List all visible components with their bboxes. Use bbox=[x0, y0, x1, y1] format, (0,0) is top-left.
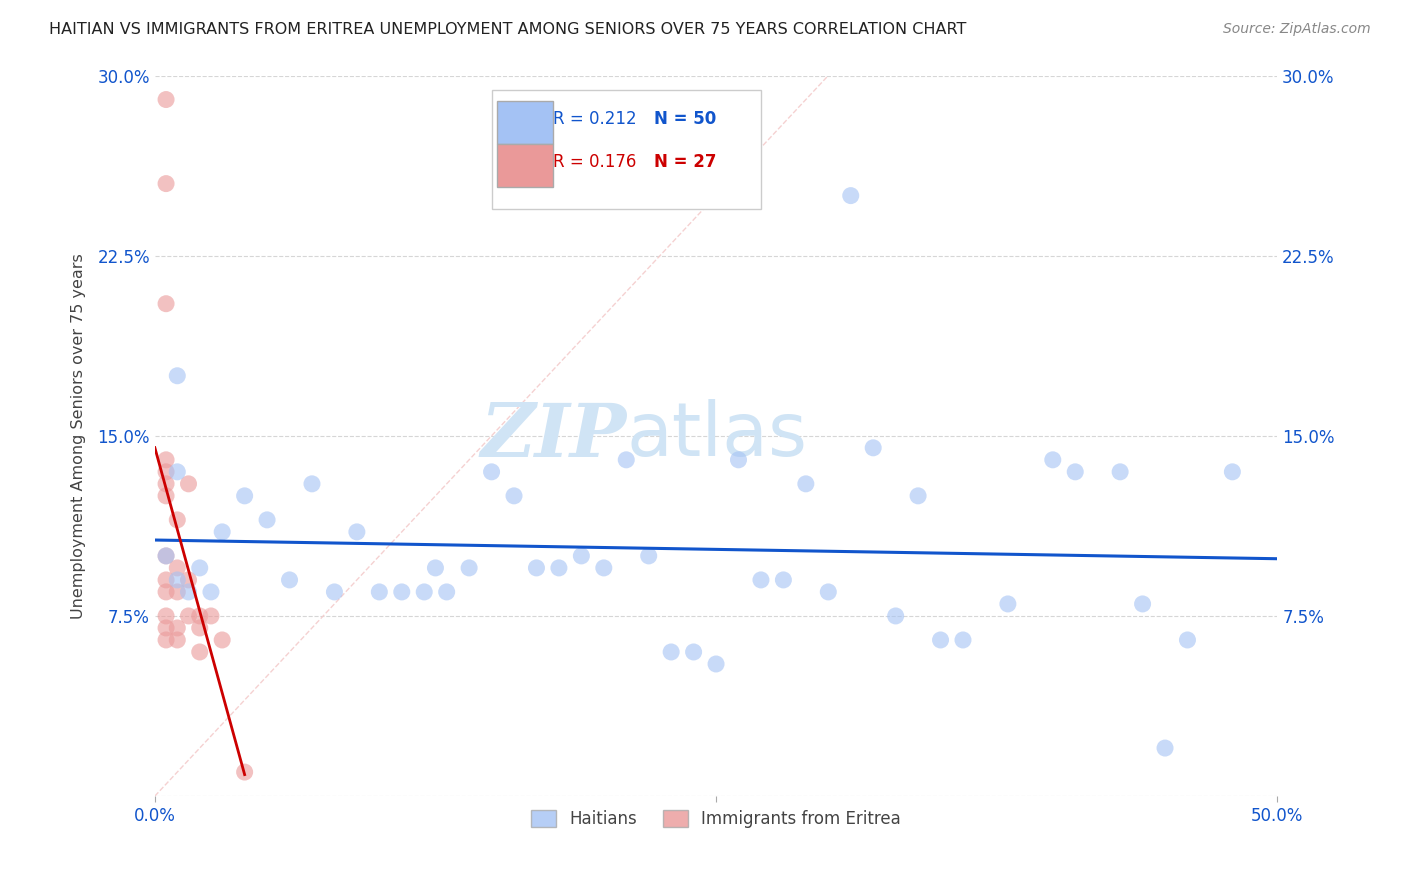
Point bbox=[817, 585, 839, 599]
Point bbox=[166, 561, 188, 575]
Point bbox=[211, 632, 233, 647]
Point bbox=[166, 368, 188, 383]
Point bbox=[391, 585, 413, 599]
Point bbox=[155, 489, 177, 503]
FancyBboxPatch shape bbox=[498, 101, 554, 144]
Point bbox=[200, 609, 222, 624]
Point bbox=[166, 632, 188, 647]
Point bbox=[548, 561, 571, 575]
Point bbox=[188, 645, 211, 659]
Point bbox=[177, 573, 200, 587]
Point bbox=[1154, 741, 1177, 756]
Point bbox=[569, 549, 592, 563]
Point bbox=[346, 524, 368, 539]
Point bbox=[155, 549, 177, 563]
FancyBboxPatch shape bbox=[498, 144, 554, 187]
Point bbox=[155, 573, 177, 587]
Point bbox=[155, 632, 177, 647]
Point bbox=[155, 93, 177, 107]
Point bbox=[413, 585, 436, 599]
Point bbox=[278, 573, 301, 587]
Point bbox=[592, 561, 614, 575]
Point bbox=[1222, 465, 1244, 479]
Point bbox=[166, 585, 188, 599]
Point bbox=[166, 465, 188, 479]
Point bbox=[1132, 597, 1154, 611]
Point bbox=[436, 585, 458, 599]
Point bbox=[526, 561, 548, 575]
Text: ZIP: ZIP bbox=[479, 400, 626, 472]
Point bbox=[188, 561, 211, 575]
Point bbox=[929, 632, 952, 647]
Point bbox=[301, 476, 323, 491]
Point bbox=[256, 513, 278, 527]
Point bbox=[1064, 465, 1087, 479]
Point bbox=[997, 597, 1019, 611]
Point bbox=[952, 632, 974, 647]
Point bbox=[233, 489, 256, 503]
Point bbox=[503, 489, 526, 503]
Point bbox=[368, 585, 391, 599]
Point bbox=[155, 585, 177, 599]
Text: N = 50: N = 50 bbox=[654, 110, 717, 128]
Point bbox=[458, 561, 481, 575]
Text: R = 0.212: R = 0.212 bbox=[554, 110, 637, 128]
Text: R = 0.176: R = 0.176 bbox=[554, 153, 637, 171]
Y-axis label: Unemployment Among Seniors over 75 years: Unemployment Among Seniors over 75 years bbox=[72, 253, 86, 619]
Point bbox=[211, 524, 233, 539]
Point bbox=[233, 765, 256, 780]
Point bbox=[727, 452, 749, 467]
Point bbox=[155, 549, 177, 563]
Point bbox=[1042, 452, 1064, 467]
Point bbox=[1109, 465, 1132, 479]
Point bbox=[155, 177, 177, 191]
Point bbox=[177, 609, 200, 624]
Point bbox=[614, 452, 637, 467]
Point bbox=[749, 573, 772, 587]
Point bbox=[839, 188, 862, 202]
Point bbox=[188, 609, 211, 624]
Point bbox=[155, 465, 177, 479]
Point bbox=[166, 573, 188, 587]
Point bbox=[166, 621, 188, 635]
Point bbox=[200, 585, 222, 599]
Legend: Haitians, Immigrants from Eritrea: Haitians, Immigrants from Eritrea bbox=[524, 803, 907, 835]
Point bbox=[155, 609, 177, 624]
Point bbox=[155, 621, 177, 635]
Text: N = 27: N = 27 bbox=[654, 153, 717, 171]
Point bbox=[794, 476, 817, 491]
Point bbox=[772, 573, 794, 587]
Point bbox=[659, 645, 682, 659]
Point bbox=[704, 657, 727, 671]
Point bbox=[682, 645, 704, 659]
Point bbox=[637, 549, 659, 563]
Text: Source: ZipAtlas.com: Source: ZipAtlas.com bbox=[1223, 22, 1371, 37]
Text: HAITIAN VS IMMIGRANTS FROM ERITREA UNEMPLOYMENT AMONG SENIORS OVER 75 YEARS CORR: HAITIAN VS IMMIGRANTS FROM ERITREA UNEMP… bbox=[49, 22, 966, 37]
Point bbox=[481, 465, 503, 479]
Point bbox=[1177, 632, 1199, 647]
Point bbox=[907, 489, 929, 503]
Point bbox=[323, 585, 346, 599]
Point bbox=[155, 452, 177, 467]
Point bbox=[862, 441, 884, 455]
Point bbox=[155, 476, 177, 491]
Point bbox=[425, 561, 447, 575]
Text: atlas: atlas bbox=[626, 400, 807, 472]
Point bbox=[155, 296, 177, 310]
Point bbox=[884, 609, 907, 624]
Point bbox=[166, 513, 188, 527]
Point bbox=[177, 476, 200, 491]
Point bbox=[188, 621, 211, 635]
Point bbox=[177, 585, 200, 599]
FancyBboxPatch shape bbox=[492, 90, 761, 209]
